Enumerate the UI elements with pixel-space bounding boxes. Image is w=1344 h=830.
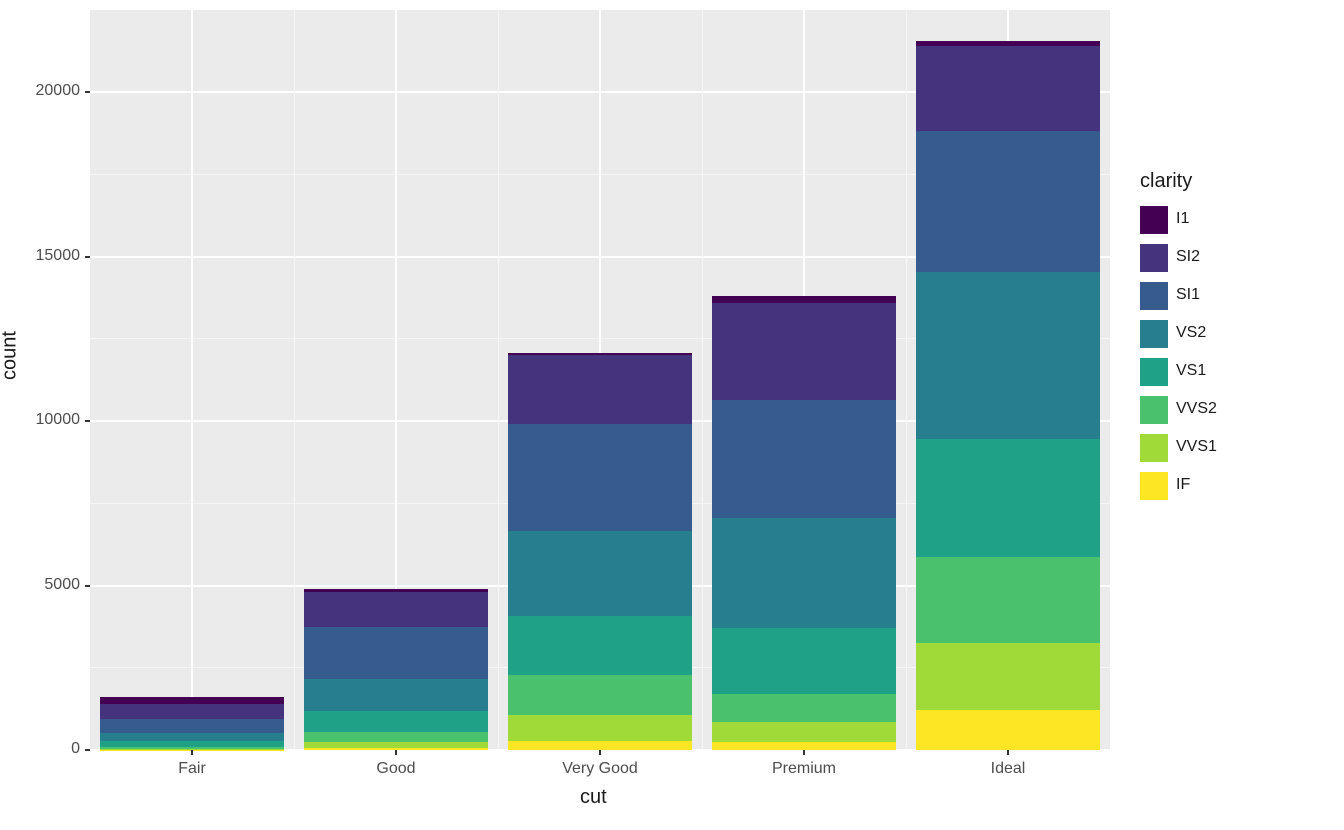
- legend-label: VS2: [1176, 324, 1206, 342]
- bar-segment: [304, 679, 488, 711]
- legend-key: [1140, 206, 1168, 234]
- bar-segment: [508, 715, 692, 741]
- legend-key: [1140, 472, 1168, 500]
- x-tick: [803, 750, 805, 755]
- y-tick-label: 10000: [36, 411, 81, 429]
- y-tick-label: 5000: [44, 576, 80, 594]
- y-tick: [85, 420, 90, 422]
- bar-segment: [304, 732, 488, 741]
- bar-segment: [304, 627, 488, 678]
- y-tick-label: 0: [71, 740, 80, 758]
- bar-segment: [712, 400, 896, 518]
- bar-segment: [304, 742, 488, 748]
- bar-segment: [712, 296, 896, 303]
- x-tick-label: Fair: [132, 760, 252, 778]
- x-tick-label: Ideal: [948, 760, 1068, 778]
- bar-segment: [916, 643, 1100, 710]
- bar-segment: [916, 439, 1100, 557]
- legend-key: [1140, 244, 1168, 272]
- gridline-minor-v: [702, 10, 703, 750]
- bar-segment: [508, 353, 692, 356]
- y-tick-label: 20000: [36, 82, 81, 100]
- bar-segment: [100, 747, 284, 749]
- gridline-minor-v: [498, 10, 499, 750]
- y-tick: [85, 256, 90, 258]
- bar-segment: [916, 557, 1100, 643]
- y-axis-title: count: [0, 331, 22, 380]
- x-tick-label: Very Good: [540, 760, 660, 778]
- bar-segment: [712, 722, 896, 742]
- bar-segment: [100, 733, 284, 742]
- y-tick-label: 15000: [36, 247, 81, 265]
- x-tick: [599, 750, 601, 755]
- bar-segment: [304, 711, 488, 732]
- legend-label: I1: [1176, 210, 1189, 228]
- x-tick: [395, 750, 397, 755]
- y-tick: [85, 91, 90, 93]
- legend-key: [1140, 358, 1168, 386]
- bar-segment: [712, 694, 896, 723]
- x-axis-title: cut: [580, 786, 607, 809]
- bar-segment: [508, 531, 692, 616]
- bar-segment: [100, 741, 284, 747]
- x-tick-label: Premium: [744, 760, 864, 778]
- gridline-minor-v: [906, 10, 907, 750]
- bar-segment: [916, 272, 1100, 439]
- bar-segment: [508, 741, 692, 750]
- bar-segment: [916, 41, 1100, 46]
- bar-segment: [712, 742, 896, 750]
- bar-segment: [712, 303, 896, 400]
- gridline-minor-v: [294, 10, 295, 750]
- bar-segment: [100, 719, 284, 732]
- bar-segment: [508, 355, 692, 424]
- x-tick: [191, 750, 193, 755]
- x-tick-label: Good: [336, 760, 456, 778]
- legend-label: VS1: [1176, 362, 1206, 380]
- legend-label: VVS1: [1176, 438, 1217, 456]
- bar-segment: [508, 424, 692, 531]
- legend-key: [1140, 282, 1168, 310]
- bar-segment: [712, 628, 896, 693]
- bar-segment: [916, 46, 1100, 131]
- legend-label: SI1: [1176, 286, 1200, 304]
- legend-label: IF: [1176, 476, 1190, 494]
- bar-segment: [508, 675, 692, 716]
- bar-segment: [916, 131, 1100, 272]
- legend-title: clarity: [1140, 170, 1192, 193]
- bar-segment: [508, 616, 692, 674]
- y-tick: [85, 749, 90, 751]
- stacked-bar-chart: count cut clarity 0 5000 10000 15000 20000 Fa…: [0, 0, 1344, 830]
- legend-key: [1140, 320, 1168, 348]
- bar-segment: [100, 697, 284, 704]
- bar-segment: [100, 704, 284, 719]
- legend-label: VVS2: [1176, 400, 1217, 418]
- legend-label: SI2: [1176, 248, 1200, 266]
- y-tick: [85, 585, 90, 587]
- bar-segment: [304, 592, 488, 628]
- gridline-major-v: [191, 10, 193, 750]
- bar-segment: [916, 710, 1100, 750]
- legend-key: [1140, 396, 1168, 424]
- x-tick: [1007, 750, 1009, 755]
- bar-segment: [712, 518, 896, 628]
- legend-key: [1140, 434, 1168, 462]
- bar-segment: [304, 589, 488, 592]
